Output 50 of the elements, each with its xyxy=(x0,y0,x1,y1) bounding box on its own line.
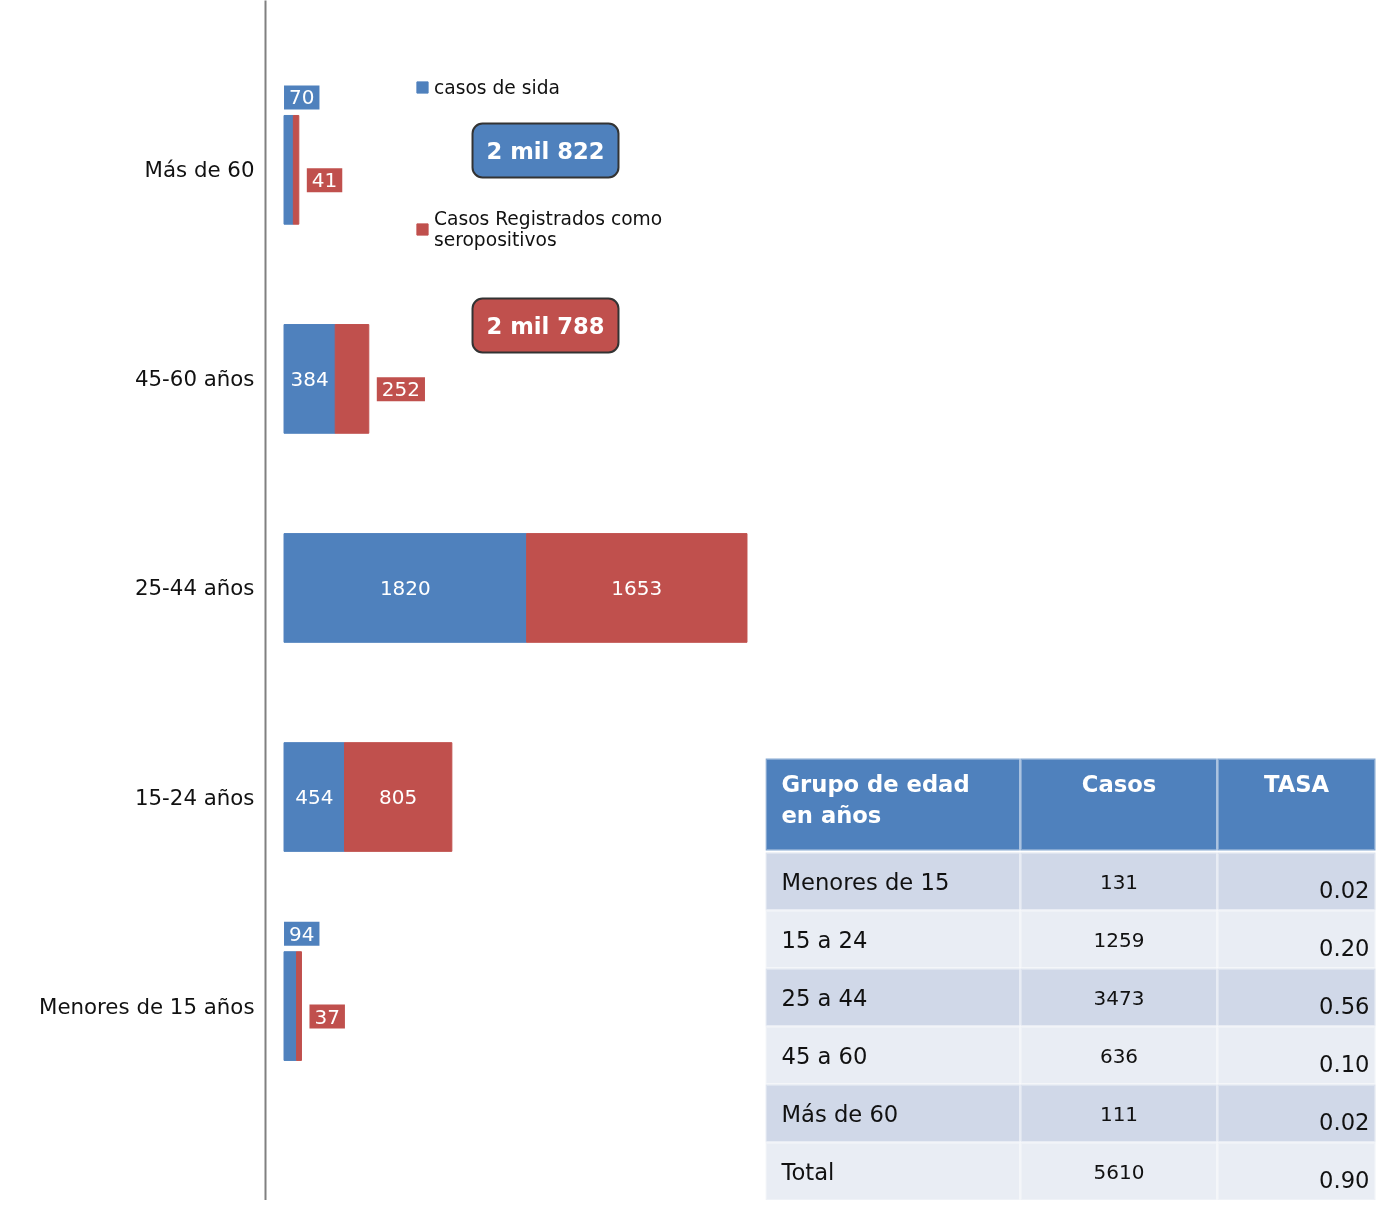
category-label: 15 a 24 xyxy=(781,926,868,953)
text: 1259 xyxy=(1093,927,1145,952)
category-label: 45 a 60 xyxy=(781,1042,868,1069)
bar xyxy=(283,324,336,434)
category-label: Grupo de edad en años xyxy=(781,770,970,828)
text: 636 xyxy=(1099,1043,1139,1068)
data-label: 37 xyxy=(314,1004,340,1029)
annotation: 2 mil 822 xyxy=(486,137,605,164)
category-label: TASA xyxy=(1263,770,1330,797)
bar xyxy=(283,114,294,225)
data-label: 70 xyxy=(289,85,315,110)
text: 0.10 xyxy=(1319,1051,1370,1077)
text: 0.56 xyxy=(1319,993,1370,1019)
data-label: 1820 xyxy=(379,575,431,600)
y-tick-label: 25-44 años xyxy=(135,575,255,601)
text: 3473 xyxy=(1093,985,1145,1010)
bar xyxy=(283,951,298,1061)
text: 0.02 xyxy=(1319,877,1370,903)
data-label: 384 xyxy=(290,366,329,391)
data-label: 94 xyxy=(289,921,315,946)
category-label: Menores de 15 xyxy=(781,868,950,895)
annotation: 2 mil 788 xyxy=(486,312,605,339)
bar xyxy=(344,742,453,852)
legend-label: Casos Registrados como seropositivos xyxy=(434,208,663,250)
data-label: 41 xyxy=(311,168,338,193)
bar xyxy=(283,533,528,643)
text: 5610 xyxy=(1093,1159,1145,1184)
bar xyxy=(292,114,300,225)
data-label: 252 xyxy=(381,377,420,402)
y-tick-label: Más de 60 xyxy=(144,157,255,183)
bar xyxy=(296,951,302,1061)
y-tick-label: Menores de 15 años xyxy=(38,993,255,1019)
text: 0.02 xyxy=(1319,1109,1370,1135)
text: 0.20 xyxy=(1319,935,1370,961)
bar xyxy=(526,533,748,643)
data-label: 454 xyxy=(295,785,334,810)
text: 0.90 xyxy=(1319,1167,1370,1193)
data-label: 1653 xyxy=(611,575,663,600)
legend-label: casos de sida xyxy=(434,76,560,98)
category-label: 25 a 44 xyxy=(781,984,868,1011)
y-tick-label: 15-24 años xyxy=(135,784,255,810)
data-label: 805 xyxy=(379,785,418,810)
y-tick-label: 45-60 años xyxy=(135,366,255,392)
bar xyxy=(283,742,346,852)
category-label: Más de 60 xyxy=(781,1100,899,1127)
bar xyxy=(334,324,370,434)
category-label: Casos xyxy=(1081,770,1157,797)
category-label: Total xyxy=(781,1158,835,1185)
text: 131 xyxy=(1099,869,1139,894)
text: 111 xyxy=(1099,1101,1139,1126)
